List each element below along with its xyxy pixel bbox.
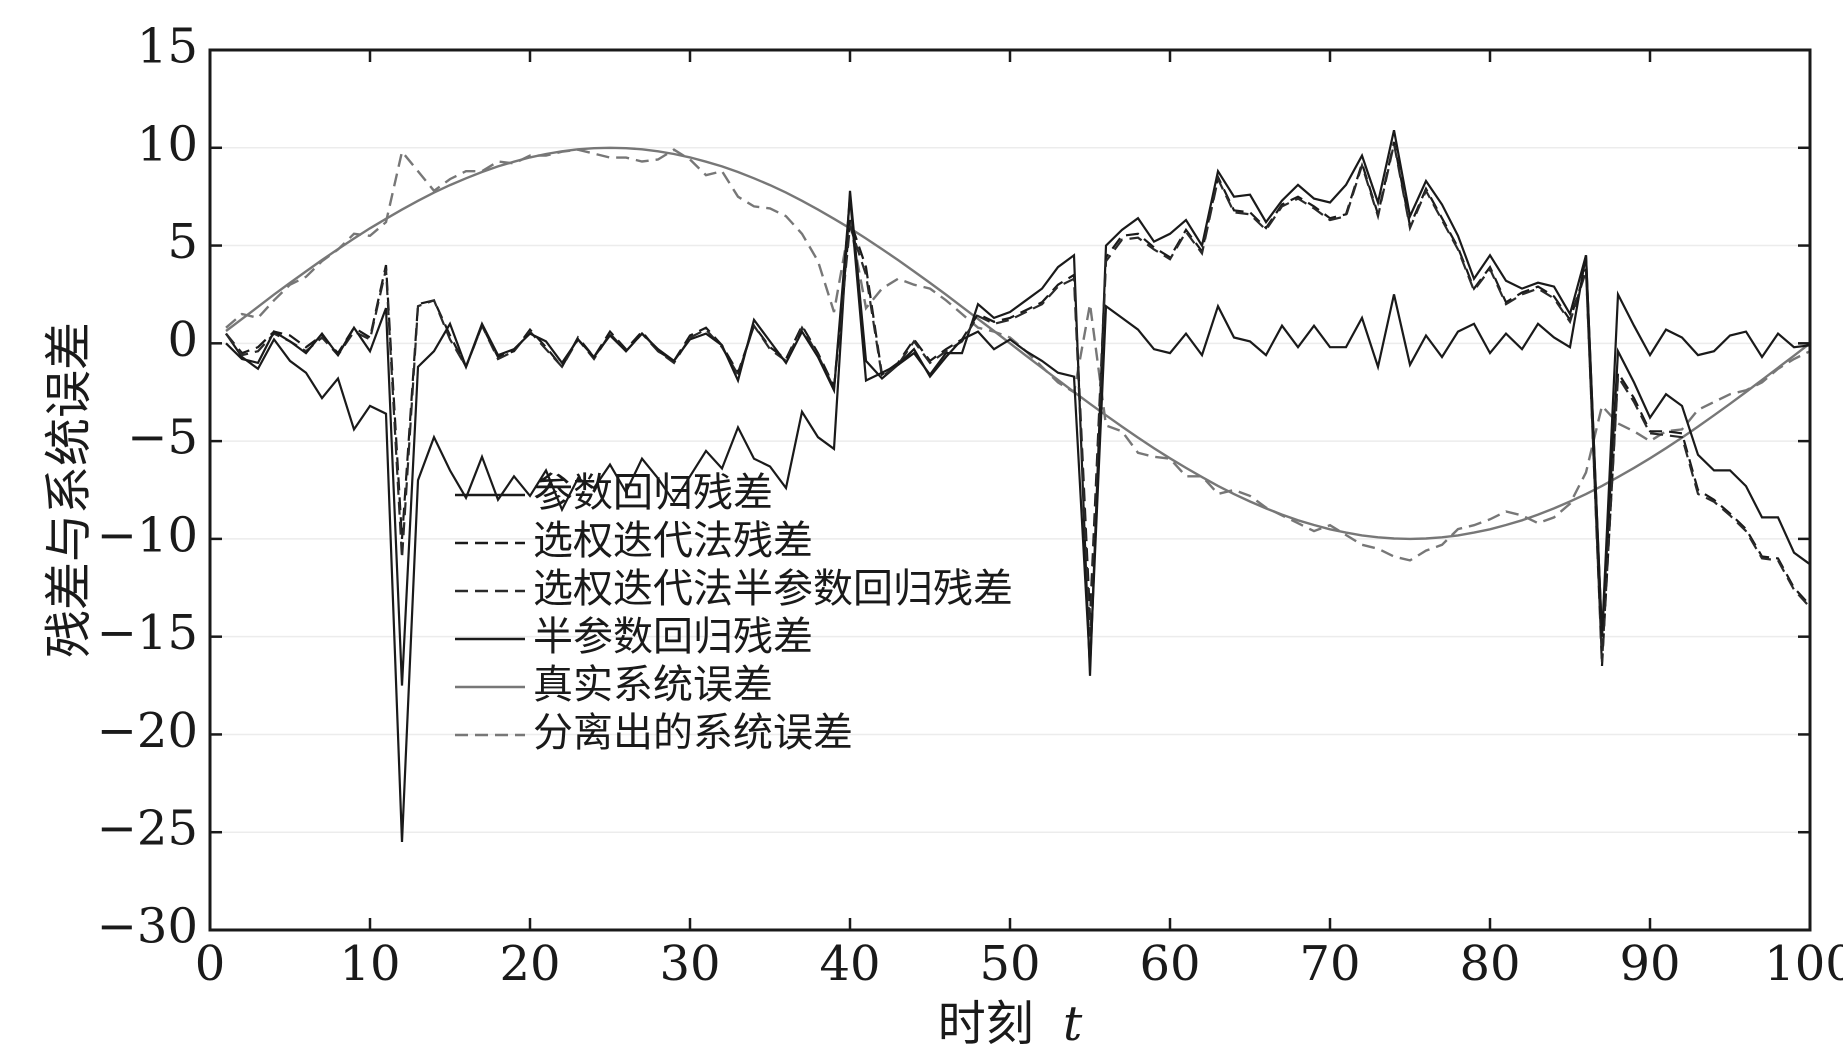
x-axis-title-group: 时刻 t — [938, 996, 1083, 1051]
legend-label-6: 分离出的系统误差 — [533, 710, 853, 756]
x-tick-label: 100 — [1764, 936, 1843, 992]
legend-label-5: 真实系统误差 — [533, 662, 773, 708]
series-lines — [225, 129, 1811, 843]
x-tick-label: 90 — [1619, 936, 1680, 992]
x-tick-label: 60 — [1139, 936, 1200, 992]
x-tick-label: 70 — [1299, 936, 1360, 992]
y-tick-label: −30 — [97, 899, 198, 955]
y-tick-label: 0 — [167, 312, 198, 368]
x-tick-label: 40 — [819, 936, 880, 992]
y-tick-label: −5 — [127, 410, 198, 466]
y-tick-label: −25 — [97, 801, 198, 857]
y-tick-label: −10 — [97, 507, 198, 563]
legend-label-2: 选权迭代法残差 — [533, 518, 813, 564]
y-axis-title-group: 残差与系统误差 — [41, 322, 97, 658]
y-axis-title: 残差与系统误差 — [41, 322, 97, 658]
x-tick-label: 20 — [499, 936, 560, 992]
x-axis-variable: t — [1063, 996, 1083, 1051]
legend-label-4: 半参数回归残差 — [533, 614, 813, 660]
series-line-4 — [225, 196, 1811, 686]
x-tick-label: 50 — [979, 936, 1040, 992]
x-tick-label: 10 — [339, 936, 400, 992]
x-tick-label: 0 — [195, 936, 226, 992]
y-tick-label: 10 — [137, 116, 198, 172]
y-tick-label: −20 — [97, 703, 198, 759]
legend-label-3: 选权迭代法半参数回归残差 — [533, 566, 1013, 612]
y-tick-label: −15 — [97, 605, 198, 661]
legend: 参数回归残差选权迭代法残差选权迭代法半参数回归残差半参数回归残差真实系统误差分离… — [455, 470, 1013, 756]
series-line-3 — [225, 143, 1811, 663]
x-tick-label: 30 — [659, 936, 720, 992]
series-line-5 — [225, 146, 1811, 541]
legend-label-1: 参数回归残差 — [533, 470, 773, 516]
series-line-1 — [225, 129, 1811, 843]
x-axis-title: 时刻 — [938, 996, 1034, 1051]
y-tick-label: 15 — [137, 19, 198, 75]
y-tick-label: 5 — [167, 214, 198, 270]
x-tick-label: 80 — [1459, 936, 1520, 992]
